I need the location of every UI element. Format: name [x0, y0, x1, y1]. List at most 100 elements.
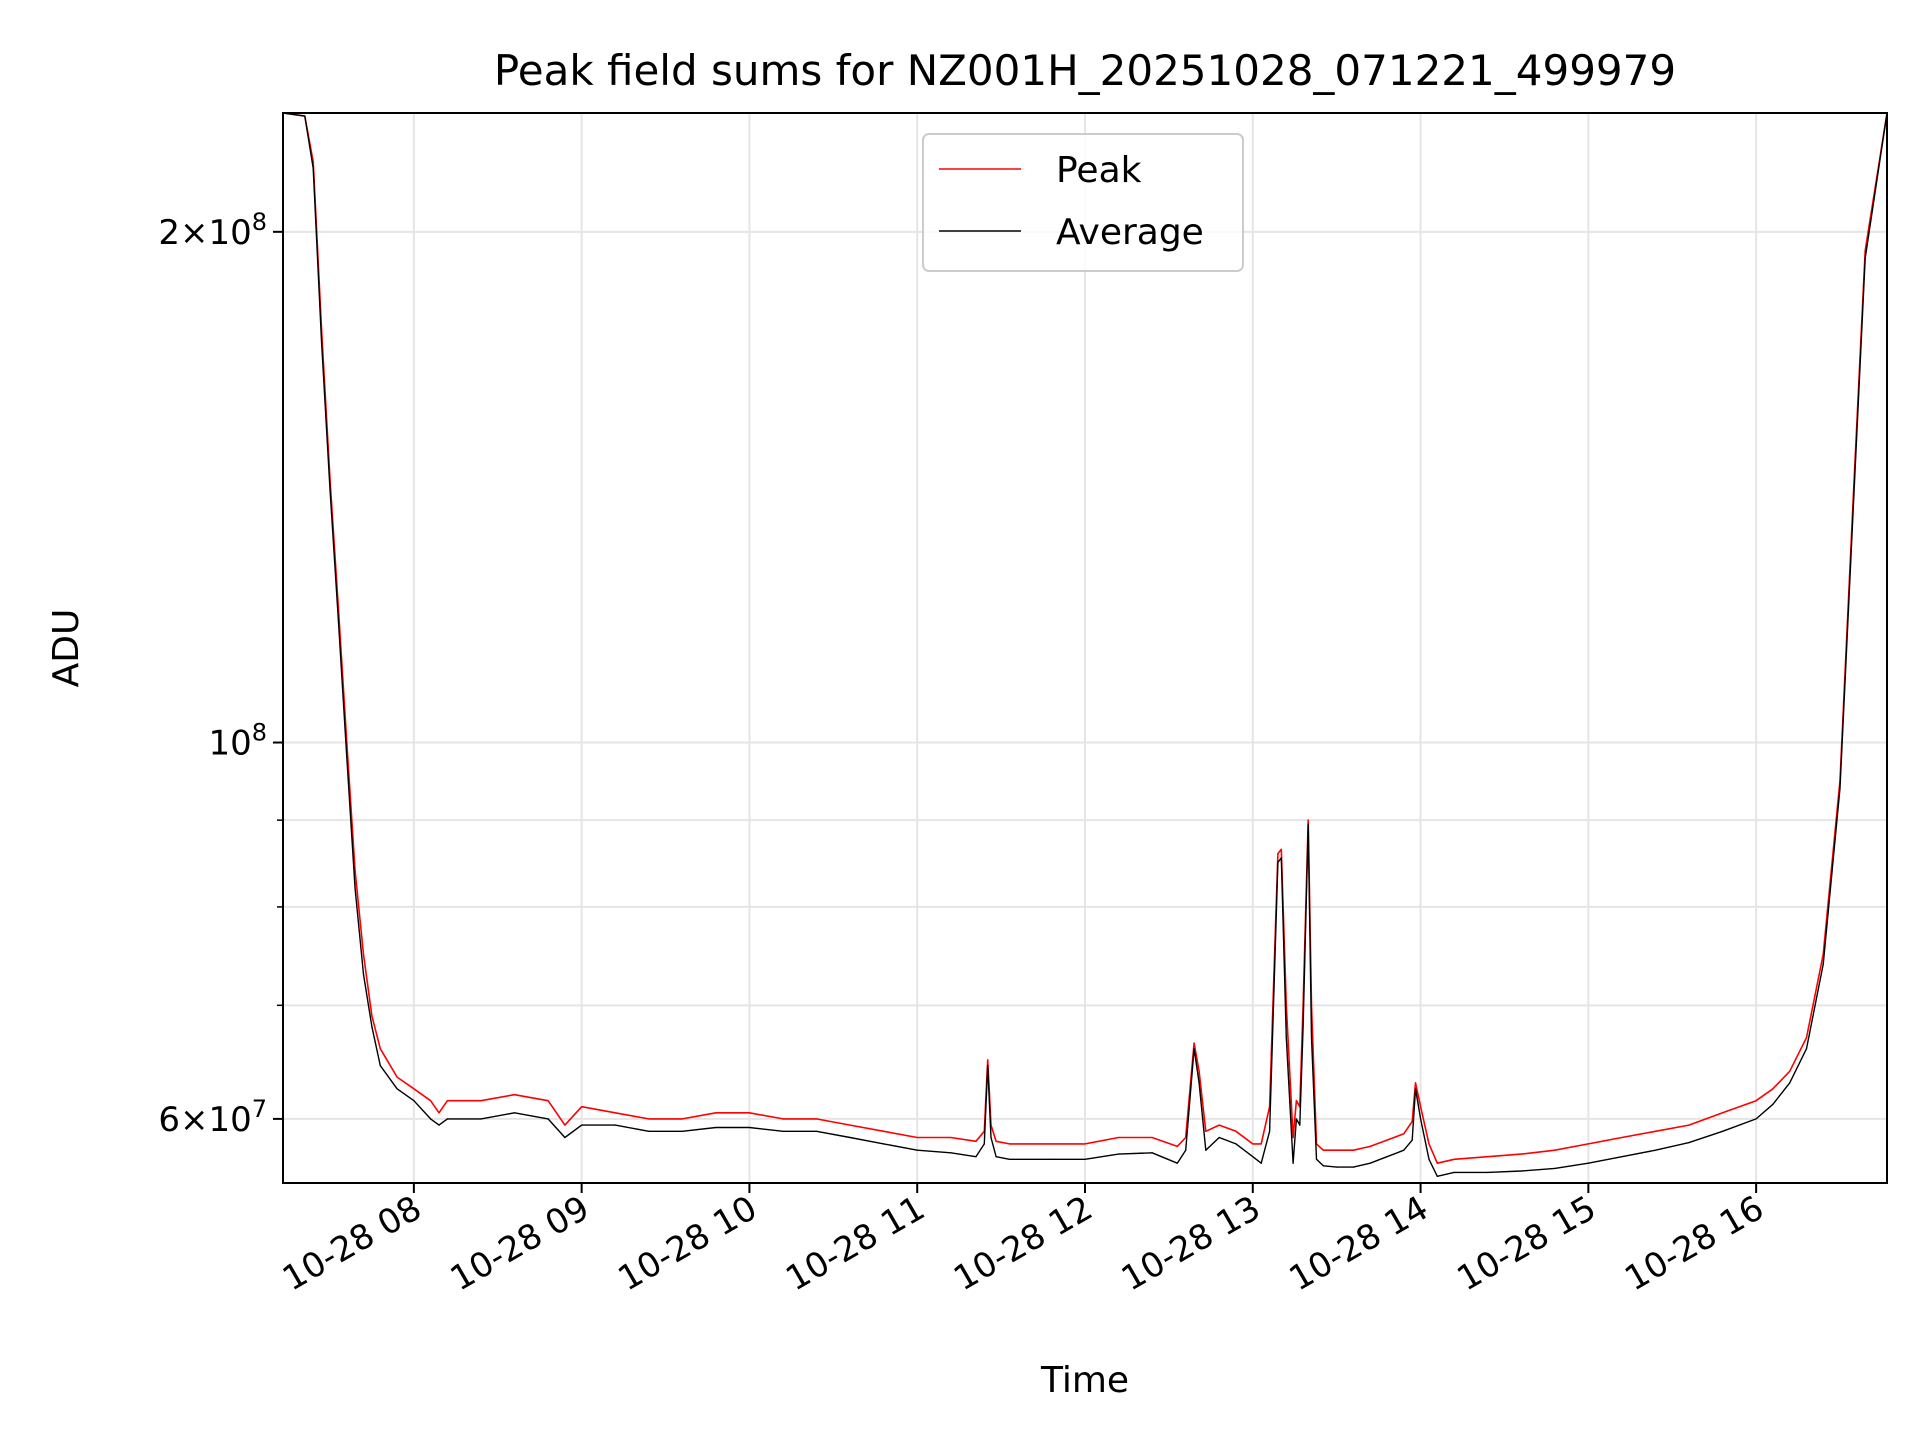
series-point-average — [990, 1136, 992, 1139]
series-point-peak — [354, 870, 356, 872]
series-point-peak — [1322, 1149, 1324, 1151]
series-point-average — [1428, 1158, 1430, 1160]
x-axis-label: Time — [1040, 1360, 1129, 1401]
series-point-average — [1789, 1082, 1791, 1084]
series-point-peak — [1428, 1143, 1430, 1145]
series-point-average — [1285, 1037, 1287, 1039]
series-point-average — [614, 1124, 616, 1126]
grid-lines — [283, 113, 1887, 1183]
series-point-peak — [1520, 1153, 1522, 1155]
series-point-peak — [1084, 1143, 1086, 1145]
series-point-peak — [1772, 1088, 1774, 1090]
y-tick-label: 108 — [208, 719, 267, 764]
series-point-peak — [1205, 1130, 1207, 1132]
series-point-peak — [1307, 819, 1309, 821]
series-point-peak — [1411, 1120, 1413, 1122]
series-point-peak — [446, 1100, 448, 1102]
series-point-average — [1420, 1118, 1422, 1120]
series-point-peak — [681, 1118, 683, 1120]
series-point-peak — [430, 1100, 432, 1102]
series-point-peak — [379, 1048, 381, 1050]
series-point-average — [1176, 1162, 1178, 1164]
series-point-average — [883, 1143, 885, 1145]
series-point-peak — [1789, 1070, 1791, 1072]
series-point-peak — [362, 953, 365, 956]
y-axis-label: ADU — [46, 609, 87, 688]
series-point-peak — [1185, 1136, 1187, 1139]
series-point-average — [329, 488, 331, 490]
plot-area — [283, 113, 1887, 1178]
series-point-average — [1295, 1118, 1297, 1120]
series-point-average — [1185, 1149, 1187, 1151]
series-point-average — [1688, 1142, 1690, 1144]
series-point-average — [1280, 857, 1282, 859]
series-point-average — [1520, 1170, 1522, 1172]
series-point-average — [304, 115, 306, 117]
series-point-average — [1772, 1103, 1774, 1105]
legend-peak-label: Peak — [1056, 150, 1142, 191]
series-point-peak — [1688, 1124, 1690, 1126]
legend-average-label: Average — [1056, 212, 1204, 253]
series-point-peak — [1755, 1100, 1757, 1102]
series-group — [283, 113, 1887, 1178]
y-tick-label: 2×108 — [158, 208, 267, 253]
y-tick-label: 6×107 — [158, 1095, 267, 1140]
series-point-average — [1654, 1149, 1657, 1151]
series-point-average — [413, 1100, 415, 1102]
series-point-average — [815, 1130, 818, 1132]
series-point-peak — [1235, 1130, 1237, 1132]
series-point-peak — [1280, 848, 1282, 851]
series-point-peak — [1436, 1162, 1438, 1164]
series-point-peak — [748, 1112, 751, 1114]
series-point-average — [1403, 1149, 1405, 1151]
series-point-peak — [995, 1140, 997, 1142]
series-point-peak — [513, 1094, 516, 1096]
series-point-average — [916, 1149, 918, 1151]
series-point-average — [782, 1130, 784, 1132]
series-point-average — [362, 973, 365, 976]
series-point-average — [1260, 1162, 1262, 1164]
series-point-peak — [371, 1015, 373, 1017]
series-point-peak — [547, 1100, 549, 1102]
series-point-peak — [883, 1130, 885, 1132]
series-point-average — [1554, 1167, 1556, 1169]
series-point-peak — [1295, 1100, 1297, 1102]
series-point-average — [1864, 257, 1866, 259]
series-point-average — [1315, 1158, 1318, 1160]
series-point-peak — [1386, 1139, 1388, 1141]
series-point-average — [581, 1124, 583, 1126]
series-point-average — [1252, 1156, 1254, 1158]
series-point-peak — [1151, 1136, 1153, 1139]
series-point-average — [1822, 963, 1824, 966]
series-point-average — [715, 1126, 717, 1129]
series-point-peak — [581, 1106, 583, 1108]
series-point-average — [1118, 1153, 1120, 1155]
series-point-peak — [1554, 1149, 1556, 1151]
series-point-peak — [987, 1059, 989, 1061]
series-point-average — [1299, 1124, 1301, 1126]
series-point-peak — [950, 1136, 952, 1139]
series-point-average — [1852, 504, 1854, 506]
series-point-peak — [1050, 1143, 1052, 1145]
series-point-peak — [975, 1140, 977, 1142]
series-point-peak — [1176, 1145, 1178, 1147]
y-axis-ticks: 6×107 108 2×108 — [158, 208, 283, 1140]
series-point-peak — [1420, 1106, 1422, 1108]
series-point-average — [1151, 1152, 1153, 1154]
series-point-average — [564, 1136, 566, 1139]
series-point-peak — [815, 1118, 818, 1120]
series-point-peak — [1008, 1143, 1011, 1145]
series-point-peak — [916, 1136, 918, 1139]
series-point-average — [748, 1126, 751, 1129]
series-point-average — [1322, 1165, 1324, 1167]
series-point-average — [1487, 1171, 1489, 1173]
series-point-average — [1805, 1048, 1808, 1050]
series-point-peak — [1414, 1082, 1417, 1084]
series-point-average — [648, 1130, 650, 1132]
series-point-average — [1411, 1139, 1413, 1141]
series-point-average — [430, 1118, 432, 1120]
series-point-peak — [1198, 1070, 1200, 1072]
series-point-peak — [1252, 1143, 1254, 1145]
series-point-peak — [1805, 1037, 1808, 1039]
